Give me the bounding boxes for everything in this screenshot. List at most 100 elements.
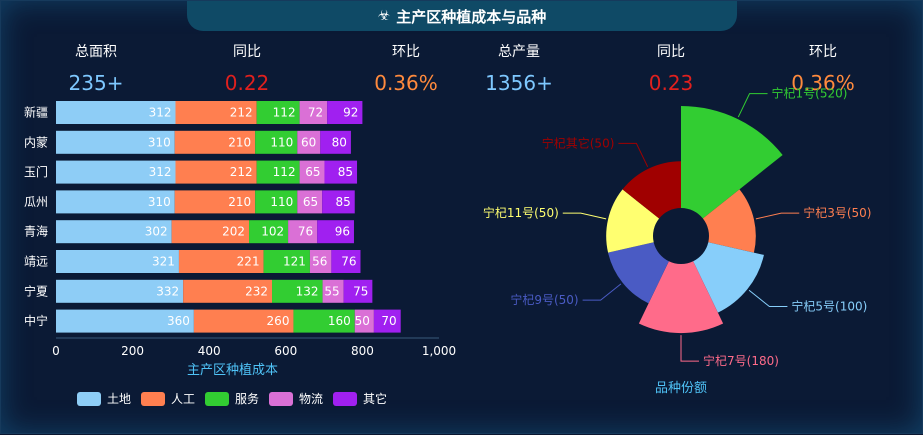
bar-value-label: 310	[148, 135, 171, 149]
legend-label: 物流	[299, 392, 323, 406]
x-axis-title: 主产区种植成本	[187, 363, 278, 378]
bar-segment	[256, 160, 300, 184]
bar-segment	[183, 279, 273, 303]
rose-leader-line	[680, 335, 699, 362]
bar-value-label: 132	[296, 284, 319, 298]
bar-segment	[193, 309, 294, 333]
bar-segment	[56, 101, 176, 124]
rose-slice	[606, 189, 660, 253]
stat-value: 0.36%	[791, 71, 855, 95]
legend-swatch	[205, 392, 229, 406]
bar-value-label: 96	[335, 225, 350, 239]
bar-value-label: 112	[273, 165, 296, 179]
bar-segment	[297, 190, 323, 214]
rose-slice-label: 宁杞其它(50)	[542, 135, 615, 150]
rose-slice-label: 宁杞7号(180)	[703, 353, 779, 368]
bar-segment	[373, 309, 401, 333]
rose-chart-title: 品种份额	[655, 381, 707, 396]
y-tick-label: 瓜州	[24, 195, 48, 209]
bar-value-label: 92	[343, 106, 358, 120]
bar-segment	[299, 101, 328, 124]
bar-value-label: 360	[167, 314, 190, 328]
y-tick-label: 青海	[24, 224, 48, 239]
stat-label: 同比	[657, 44, 685, 60]
bar-segment	[324, 160, 358, 184]
bar-segment	[309, 250, 332, 273]
bar-segment	[174, 130, 256, 154]
bar-value-label: 56	[312, 255, 327, 269]
bar-value-label: 112	[273, 106, 296, 120]
bar-value-label: 85	[335, 195, 350, 209]
bar-value-label: 76	[341, 255, 356, 269]
bar-value-label: 221	[237, 255, 260, 269]
rose-slice-label: 宁杞3号(50)	[803, 205, 871, 220]
legend-label: 土地	[107, 392, 131, 406]
bar-value-label: 80	[332, 135, 347, 149]
bar-value-label: 312	[149, 106, 172, 120]
bar-segment	[299, 160, 325, 184]
bar-segment	[56, 130, 175, 154]
bar-segment	[175, 101, 257, 124]
bar-segment	[293, 309, 355, 333]
stat-value: 0.36%	[374, 71, 438, 95]
rose-slice-label: 宁杞11号(50)	[483, 205, 559, 220]
legend-label: 服务	[235, 391, 259, 406]
bar-segment	[354, 309, 374, 333]
bar-value-label: 332	[156, 284, 179, 298]
stat-value: 235+	[68, 71, 124, 95]
bar-segment	[272, 279, 323, 303]
stat-value: 0.22	[224, 71, 270, 95]
rose-leader-line	[755, 212, 800, 220]
legend-swatch	[141, 392, 165, 406]
bar-segment	[178, 250, 264, 273]
legend-label: 其它	[363, 391, 387, 406]
bar-value-label: 212	[230, 106, 253, 120]
stat-label: 总面积	[75, 44, 117, 60]
x-tick-label: 0	[52, 344, 60, 358]
x-tick-label: 800	[351, 344, 374, 358]
bar-value-label: 110	[270, 135, 293, 149]
y-tick-label: 玉门	[24, 164, 48, 179]
bar-value-label: 232	[245, 284, 268, 298]
stat-value: 0.23	[648, 71, 694, 95]
legend-swatch	[269, 392, 293, 406]
bar-value-label: 102	[261, 225, 284, 239]
bar-segment	[263, 250, 310, 273]
y-tick-label: 新疆	[24, 105, 48, 120]
bar-value-label: 110	[270, 195, 293, 209]
bar-segment	[320, 130, 351, 154]
bar-segment	[255, 130, 298, 154]
bar-value-label: 321	[152, 255, 175, 269]
bar-value-label: 260	[267, 314, 290, 328]
bar-segment	[256, 101, 300, 124]
y-tick-label: 中宁	[24, 313, 48, 328]
bar-segment	[56, 220, 172, 244]
rose-slice-label: 宁杞1号(520)	[772, 86, 848, 101]
bar-value-label: 212	[230, 165, 253, 179]
rose-leader-line	[748, 289, 788, 308]
bar-segment	[327, 101, 363, 124]
stat-label: 总产量	[498, 44, 540, 60]
legend-label: 人工	[171, 392, 195, 406]
bar-segment	[322, 279, 344, 303]
bar-segment	[343, 279, 373, 303]
bar-segment	[56, 160, 176, 184]
bar-value-label: 65	[305, 165, 320, 179]
y-tick-label: 宁夏	[24, 283, 48, 298]
bar-value-label: 76	[298, 225, 313, 239]
rose-slice	[622, 161, 681, 219]
stat-label: 同比	[233, 44, 261, 60]
rose-slice	[702, 189, 756, 253]
bar-segment	[56, 190, 175, 214]
rose-leader-line	[582, 283, 622, 301]
stat-label: 环比	[392, 44, 420, 60]
bar-segment	[288, 220, 318, 244]
bar-value-label: 55	[324, 284, 339, 298]
bar-value-label: 72	[308, 106, 323, 120]
x-tick-label: 400	[198, 344, 221, 358]
bar-segment	[56, 279, 184, 303]
rose-slice-label: 宁杞5号(100)	[791, 299, 867, 314]
bar-value-label: 121	[283, 255, 306, 269]
bar-segment	[317, 220, 354, 244]
